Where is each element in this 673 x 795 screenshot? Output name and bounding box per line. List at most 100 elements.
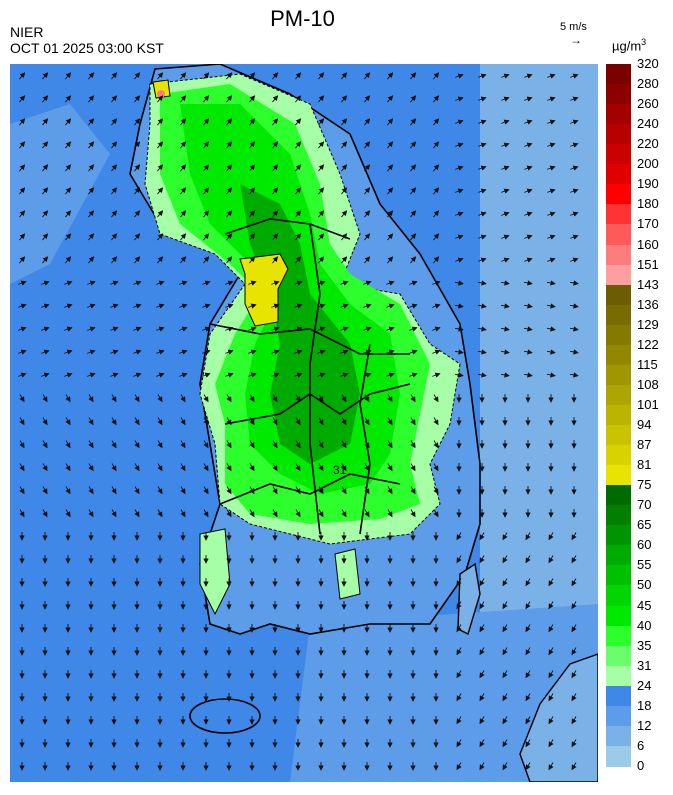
wind-arrow xyxy=(387,210,394,218)
wind-arrow xyxy=(318,509,324,518)
wind-arrow xyxy=(111,95,118,103)
wind-arrow xyxy=(454,372,464,378)
wind-arrow xyxy=(570,96,579,102)
wind-arrow xyxy=(477,349,487,355)
wind-arrow xyxy=(341,486,347,495)
wind-arrow xyxy=(433,463,439,472)
wind-arrow xyxy=(65,509,71,518)
wind-arrow xyxy=(479,624,485,633)
wind-arrow xyxy=(18,280,27,286)
wind-arrow xyxy=(523,326,533,332)
legend-swatch xyxy=(606,204,631,226)
wind-arrow xyxy=(271,280,280,286)
wind-arrow xyxy=(479,739,485,748)
wind-arrow xyxy=(226,233,233,241)
legend-tick-label: 31 xyxy=(637,657,652,673)
map-title: PM-10 xyxy=(270,6,335,31)
wind-arrow xyxy=(271,372,280,378)
pm10-field-60-70 xyxy=(240,184,360,464)
wind-arrow xyxy=(202,372,211,378)
wind-arrow xyxy=(41,303,50,309)
wind-arrow xyxy=(295,509,301,518)
pm10-hotspot-160 xyxy=(157,90,165,98)
legend-swatch xyxy=(606,144,631,165)
wind-arrow xyxy=(272,486,278,495)
wind-arrow xyxy=(65,187,72,195)
legend-swatch xyxy=(606,725,631,747)
wind-arrow xyxy=(479,762,485,771)
wind-arrow xyxy=(88,233,95,241)
wind-arrow xyxy=(570,73,579,79)
wind-arrow xyxy=(226,256,233,264)
wind-arrow xyxy=(318,118,325,126)
wind-arrow xyxy=(64,372,73,378)
wind-arrow xyxy=(478,165,487,171)
wind-arrow xyxy=(500,349,510,355)
wind-arrow xyxy=(134,95,141,103)
wind-arrow xyxy=(501,73,510,79)
wind-arrow xyxy=(180,164,187,172)
wind-arrow xyxy=(88,509,94,518)
legend-tick-label: 24 xyxy=(637,677,652,693)
wind-arrow xyxy=(548,578,554,587)
legend-tick-label: 180 xyxy=(637,196,659,212)
wind-arrow xyxy=(318,440,324,449)
wind-arrow xyxy=(157,210,164,218)
wind-arrow xyxy=(433,256,440,264)
wind-arrow xyxy=(295,417,301,426)
wind-arrow xyxy=(65,233,72,241)
wind-arrow xyxy=(203,394,209,403)
wind-arrow xyxy=(157,394,163,403)
wind-arrow xyxy=(179,372,188,378)
wind-arrow xyxy=(571,670,577,679)
wind-arrow xyxy=(272,417,278,426)
wind-arrow xyxy=(433,509,439,518)
wind-arrow xyxy=(157,440,163,449)
legend-tick-label: 122 xyxy=(637,336,659,352)
wind-arrow xyxy=(42,210,49,218)
wind-arrow xyxy=(203,256,210,264)
wind-arrow xyxy=(203,233,210,241)
wind-arrow xyxy=(456,693,462,702)
wind-arrow xyxy=(341,394,347,403)
wind-arrow xyxy=(364,72,371,80)
wind-arrow xyxy=(525,647,531,656)
wind-arrow xyxy=(19,417,25,426)
legend-swatch xyxy=(606,84,631,105)
wind-arrow xyxy=(524,119,533,125)
wind-arrow xyxy=(42,463,48,472)
wind-arrow xyxy=(180,463,186,472)
wind-arrow xyxy=(341,187,348,195)
wind-arrow xyxy=(456,716,462,725)
wind-arrow xyxy=(225,349,234,355)
wind-arrow xyxy=(19,118,26,126)
wind-arrow xyxy=(249,141,256,149)
wind-arrow xyxy=(546,349,556,355)
legend-swatch xyxy=(606,465,631,486)
wind-arrow xyxy=(295,95,302,103)
wind-arrow xyxy=(479,532,485,541)
wind-arrow xyxy=(433,486,439,495)
wind-arrow xyxy=(157,95,164,103)
wind-arrow xyxy=(295,164,302,172)
wind-arrow xyxy=(410,256,417,264)
wind-arrow xyxy=(478,234,487,240)
wind-arrow xyxy=(249,394,255,403)
wind-arrow xyxy=(157,509,163,518)
wind-arrow xyxy=(410,509,416,518)
wind-arrow xyxy=(226,486,232,495)
wind-arrow xyxy=(341,118,348,126)
wind-arrow xyxy=(203,463,209,472)
wind-arrow xyxy=(341,417,347,426)
wind-arrow xyxy=(272,463,278,472)
wind-arrow xyxy=(156,372,165,378)
wind-arrow xyxy=(433,187,440,195)
legend-swatch xyxy=(606,565,631,587)
wind-arrow xyxy=(410,463,416,472)
wind-arrow xyxy=(364,440,370,449)
wind-arrow xyxy=(432,372,441,378)
color-legend xyxy=(606,64,631,767)
wind-arrow xyxy=(364,233,371,241)
wind-arrow xyxy=(456,739,462,748)
wind-arrow xyxy=(317,303,326,309)
